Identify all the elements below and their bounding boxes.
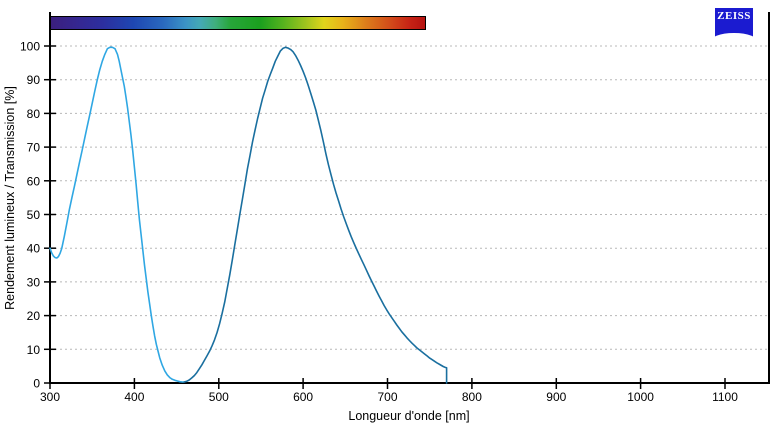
transmission-curve-segment-2 [183,46,448,384]
y-tick-label-20: 20 [27,309,41,323]
transmission-curve-segment-1 [49,46,185,383]
y-tick-label-90: 90 [27,73,41,87]
x-tick-label-900: 900 [546,390,566,404]
x-tick-label-1000: 1000 [627,390,654,404]
gridlines-layer [50,45,769,350]
y-tick-label-50: 50 [27,208,41,222]
x-tick-label-1100: 1100 [712,390,738,404]
y-tick-label-30: 30 [27,275,41,289]
y-axis-title: Rendement lumineux / Transmission [%] [3,86,17,310]
x-axis-title: Longueur d'onde [nm] [348,409,469,423]
y-tick-label-10: 10 [27,343,41,357]
y-tick-label-0: 0 [33,377,40,391]
x-tick-label-500: 500 [209,390,229,404]
zeiss-logo: ZEISS [715,8,753,38]
y-tick-label-100: 100 [20,40,40,54]
x-tick-label-700: 700 [377,390,397,404]
y-tick-label-70: 70 [27,141,41,155]
y-tick-label-60: 60 [27,174,41,188]
y-tick-label-40: 40 [27,242,41,256]
zeiss-logo-arc [715,33,753,38]
zeiss-logo-text: ZEISS [717,10,751,22]
x-tick-label-400: 400 [124,390,144,404]
x-tick-label-600: 600 [293,390,313,404]
y-tick-label-80: 80 [27,107,41,121]
x-tick-label-800: 800 [462,390,482,404]
x-tick-label-300: 300 [40,390,60,404]
axes-layer: 0 10 20 30 40 50 60 70 80 90 100 300 400 500 600 700 800… [20,12,770,404]
curve-layer [49,46,448,384]
